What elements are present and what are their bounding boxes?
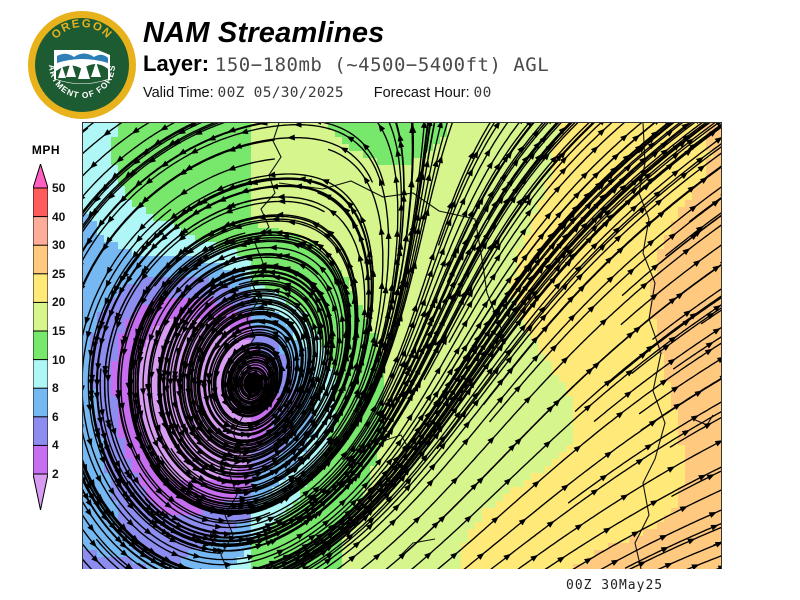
weather-map-panel[interactable] <box>82 122 722 569</box>
forecast-hour-label: Forecast Hour: <box>373 85 470 101</box>
colorbar-tick-15: 15 <box>52 324 66 338</box>
colorbar-tick-8: 8 <box>52 381 59 396</box>
oregon-department-of-forestry-logo: OREGON DEPARTMENT OF FORESTRY <box>22 1 138 121</box>
colorbar-tick-4: 4 <box>52 438 59 453</box>
colorbar <box>33 164 48 510</box>
colorbar-tick-20: 20 <box>52 295 66 310</box>
streamline-field <box>83 123 721 569</box>
colorbar-title: MPH <box>31 143 61 157</box>
colorbar-tick-30: 30 <box>52 238 66 253</box>
colorbar-tick-50: 50 <box>52 181 66 195</box>
colorbar-tick-6: 6 <box>52 409 59 424</box>
colorbar-tick-10: 10 <box>52 352 66 367</box>
layer-label: Layer: <box>143 51 210 76</box>
valid-time-value: 00Z 05/30/2025 <box>217 85 344 101</box>
header-text-block: NAM Streamlines Layer: 150−180mb (~4500−… <box>143 16 783 104</box>
colorbar-tick-2: 2 <box>52 467 59 481</box>
colorbar-tick-25: 25 <box>52 266 66 281</box>
colorbar-tick-40: 40 <box>52 209 66 224</box>
forecast-hour-value: 00 <box>473 85 492 101</box>
layer-line: Layer: 150−180mb (~4500−5400ft) AGL <box>143 50 783 79</box>
valid-time-label: Valid Time: <box>143 85 214 101</box>
map-timestamp: 00Z 30May25 <box>566 578 664 593</box>
layer-value: 150−180mb (~4500−5400ft) AGL <box>214 54 550 76</box>
page-title: NAM Streamlines <box>143 17 385 49</box>
meta-line: Valid Time: 00Z 05/30/2025 Forecast Hour… <box>143 81 783 104</box>
logo-state-emblem <box>54 50 110 84</box>
